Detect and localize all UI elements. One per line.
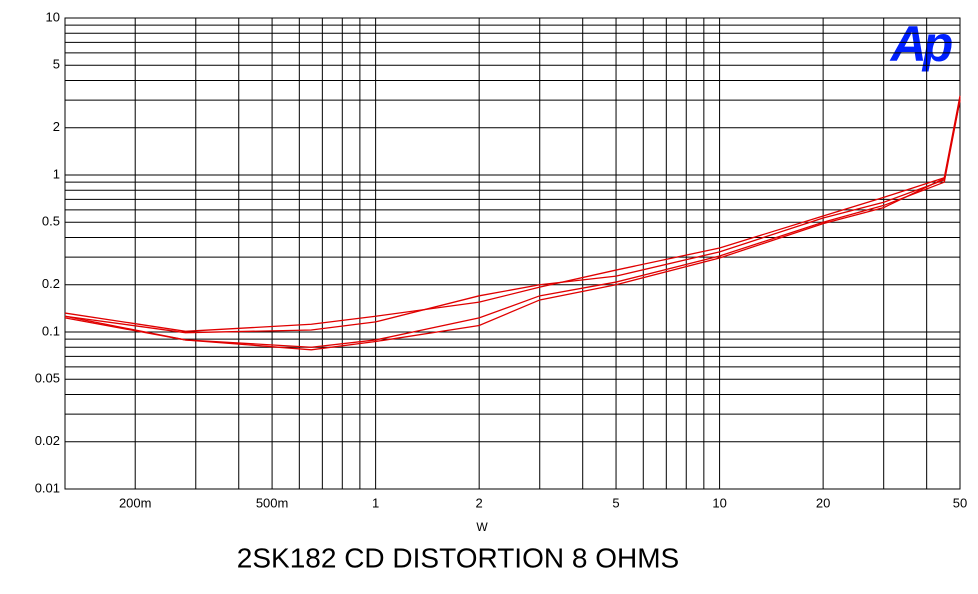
y-tick-label: 0.05 <box>35 371 60 386</box>
x-tick-label: 10 <box>712 495 726 510</box>
y-tick-label: 0.02 <box>35 433 60 448</box>
y-tick-label: 0.5 <box>42 214 60 229</box>
series-line <box>64 99 961 348</box>
y-tick-label: 2 <box>53 119 60 134</box>
x-tick-label: 5 <box>612 495 619 510</box>
x-tick-label: 1 <box>372 495 379 510</box>
y-tick-label: 0.01 <box>35 480 60 495</box>
series-line <box>64 99 961 351</box>
logo: Ap <box>889 16 952 72</box>
chart-title: 2SK182 CD DISTORTION 8 OHMS <box>237 542 679 573</box>
x-tick-label: 20 <box>816 495 830 510</box>
series-line <box>64 97 961 334</box>
series-line <box>64 95 961 332</box>
y-tick-label: 1 <box>53 166 60 181</box>
y-tick-label: 0.1 <box>42 323 60 338</box>
y-tick-label: 5 <box>53 57 60 72</box>
x-tick-label: 500m <box>256 495 289 510</box>
plot-frame <box>64 17 961 490</box>
x-tick-label: 50 <box>953 495 967 510</box>
y-tick-label: 10 <box>46 9 60 24</box>
x-axis-label: W <box>476 520 488 534</box>
x-tick-label: 2 <box>476 495 483 510</box>
x-tick-label: 200m <box>119 495 152 510</box>
y-tick-label: 0.2 <box>42 276 60 291</box>
